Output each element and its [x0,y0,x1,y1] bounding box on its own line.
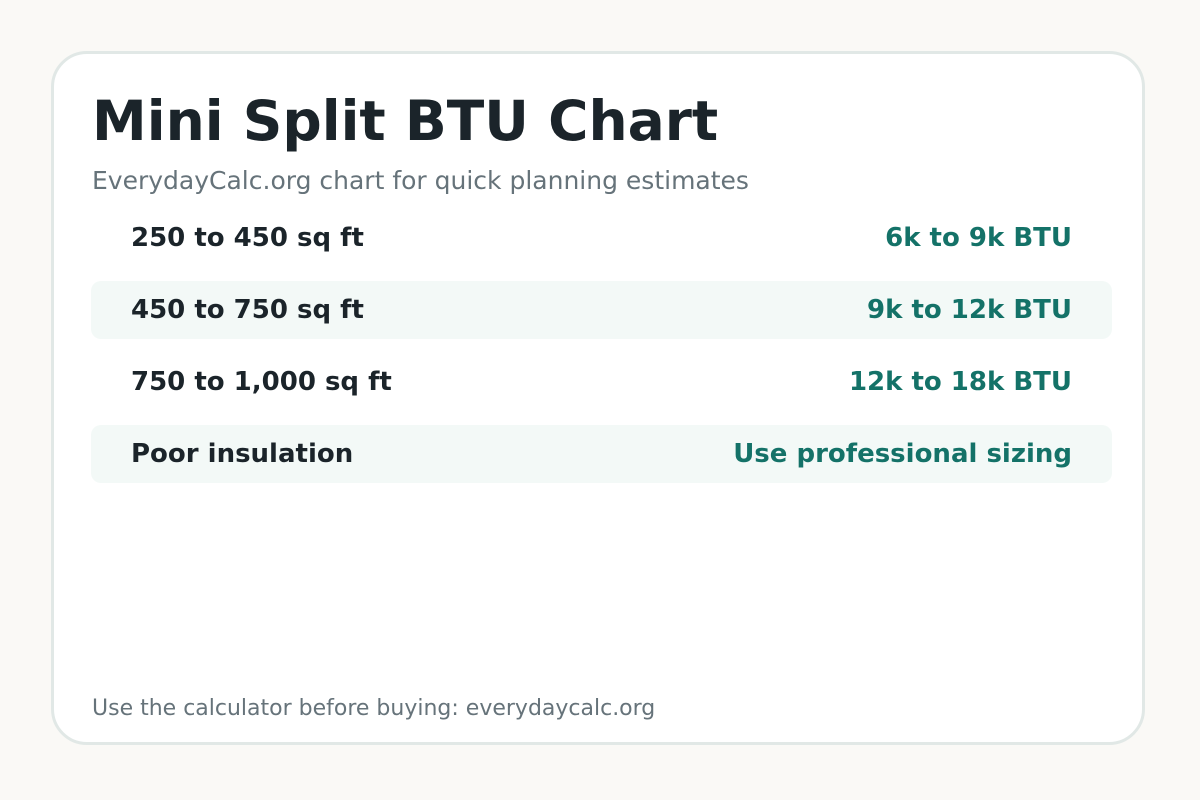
table-row: 750 to 1,000 sq ft 12k to 18k BTU [91,353,1112,411]
page-title: Mini Split BTU Chart [92,89,719,153]
row-area-label: 750 to 1,000 sq ft [131,367,392,397]
page-subtitle: EverydayCalc.org chart for quick plannin… [92,166,749,195]
table-row: 450 to 750 sq ft 9k to 12k BTU [91,281,1112,339]
row-btu-value: 6k to 9k BTU [885,223,1072,253]
footer-note: Use the calculator before buying: everyd… [92,696,656,721]
row-area-label: Poor insulation [131,439,354,469]
row-area-label: 450 to 750 sq ft [131,295,364,325]
row-btu-value: Use professional sizing [733,439,1072,469]
btu-chart-card: Mini Split BTU Chart EverydayCalc.org ch… [51,51,1145,745]
table-row: 250 to 450 sq ft 6k to 9k BTU [91,209,1112,267]
table-row: Poor insulation Use professional sizing [91,425,1112,483]
row-area-label: 250 to 450 sq ft [131,223,364,253]
row-btu-value: 12k to 18k BTU [848,367,1072,397]
row-btu-value: 9k to 12k BTU [867,295,1072,325]
